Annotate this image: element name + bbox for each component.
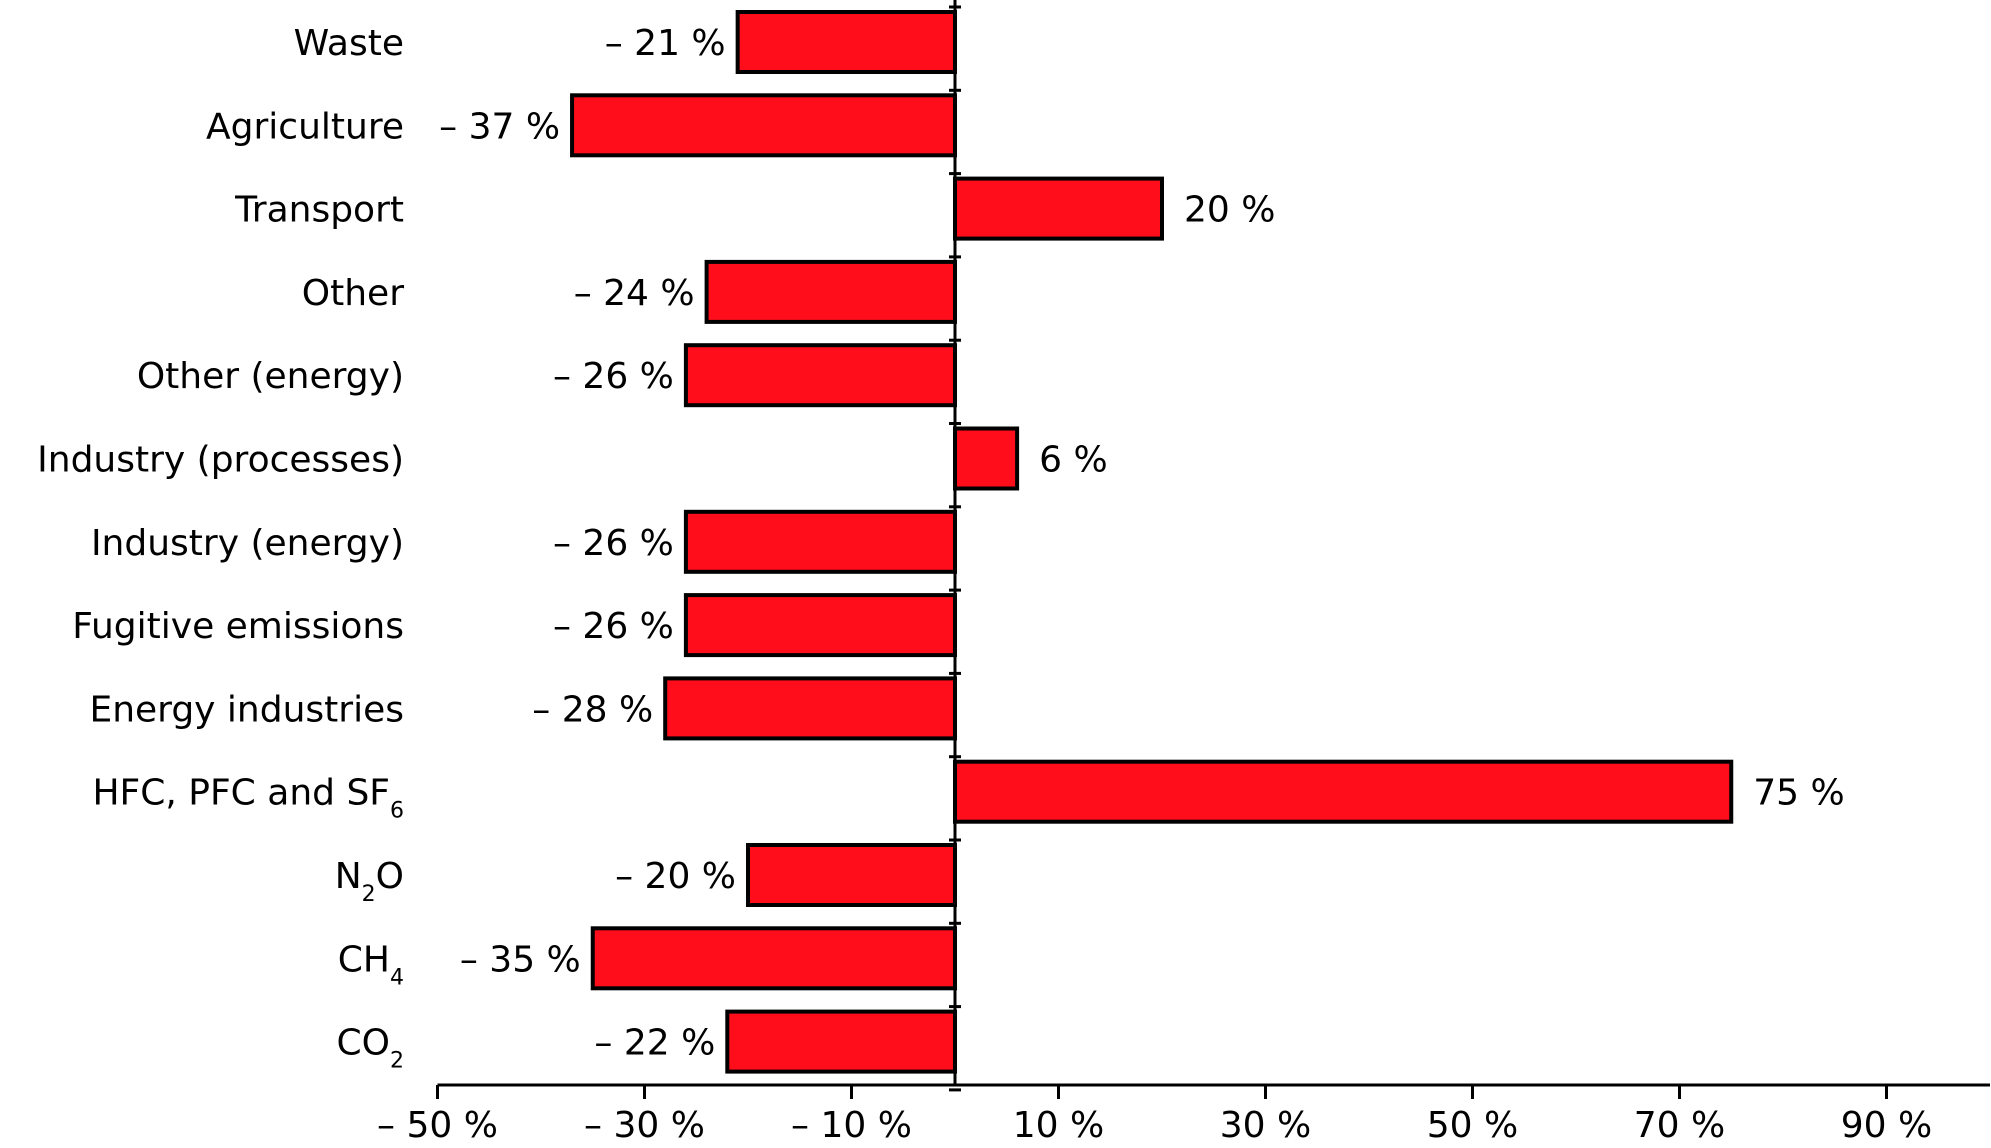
bar xyxy=(953,759,1734,824)
x-tick-label: – 50 % xyxy=(377,1105,498,1146)
data-label: – 21 % xyxy=(605,23,726,64)
bar xyxy=(590,926,957,991)
category-label: Agriculture xyxy=(206,106,404,147)
category-label: HFC, PFC and SF6 xyxy=(92,773,404,824)
bar xyxy=(570,93,957,158)
bar xyxy=(683,343,958,408)
data-label: – 22 % xyxy=(594,1023,715,1064)
data-label: 75 % xyxy=(1753,773,1844,814)
x-tick-label: 90 % xyxy=(1841,1105,1932,1146)
data-label: – 26 % xyxy=(553,606,674,647)
labels-group: – 50 % – 30 % – 10 % 10 % 30 % 50 % 70 % 90 % – … xyxy=(37,23,1932,1146)
category-label: Transport xyxy=(234,190,404,231)
bar xyxy=(704,259,957,324)
data-label: – 26 % xyxy=(553,356,674,397)
bars-group xyxy=(570,10,1734,1074)
bar xyxy=(725,1009,957,1074)
data-label: – 37 % xyxy=(439,106,560,147)
data-label: – 24 % xyxy=(574,273,695,314)
data-label: 6 % xyxy=(1039,440,1108,481)
category-label: CH4 xyxy=(338,939,404,990)
x-tick-label: 10 % xyxy=(1013,1105,1104,1146)
category-label: Other (energy) xyxy=(137,356,404,397)
category-label: Energy industries xyxy=(89,689,404,730)
category-label: Industry (energy) xyxy=(91,523,404,564)
x-tick-label: – 10 % xyxy=(791,1105,912,1146)
data-label: – 26 % xyxy=(553,523,674,564)
data-label: – 35 % xyxy=(460,939,581,980)
bar xyxy=(735,10,958,74)
bar xyxy=(953,426,1020,491)
category-label: Other xyxy=(302,273,404,314)
x-tick-label: 70 % xyxy=(1634,1105,1725,1146)
axes-group xyxy=(436,0,1990,1099)
data-label: – 20 % xyxy=(615,856,736,897)
category-label: N2O xyxy=(335,856,404,907)
x-tick-label: 30 % xyxy=(1220,1105,1311,1146)
x-tick-label: – 30 % xyxy=(584,1105,705,1146)
category-label: Fugitive emissions xyxy=(72,606,404,647)
category-label: CO2 xyxy=(337,1023,404,1074)
category-label: Waste xyxy=(294,23,404,64)
bar xyxy=(663,676,957,741)
data-label: – 28 % xyxy=(532,689,653,730)
data-label: 20 % xyxy=(1184,190,1275,231)
category-label: Industry (processes) xyxy=(37,440,404,481)
bar xyxy=(683,509,958,574)
bar xyxy=(683,593,958,658)
bar xyxy=(746,843,957,907)
bar xyxy=(953,176,1164,241)
x-tick-label: 50 % xyxy=(1427,1105,1518,1146)
